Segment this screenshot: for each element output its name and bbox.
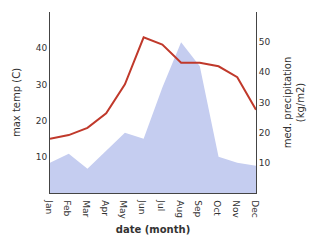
svg-text:10: 10 [259,158,271,168]
svg-text:20: 20 [36,116,48,126]
svg-text:med. precipitation(kg/m2): med. precipitation(kg/m2) [282,57,306,149]
svg-text:date (month): date (month) [116,224,190,235]
svg-text:Dec: Dec [250,200,260,217]
svg-text:Jul: Jul [156,199,166,211]
svg-text:Nov: Nov [231,200,241,218]
svg-text:Jun: Jun [137,199,147,214]
svg-text:May: May [118,200,128,219]
svg-text:Jan: Jan [44,199,54,214]
svg-text:30: 30 [259,98,271,108]
svg-text:10: 10 [36,152,48,162]
svg-text:30: 30 [36,80,48,90]
svg-text:50: 50 [259,37,271,47]
svg-text:max temp (C): max temp (C) [11,68,22,137]
svg-text:Mar: Mar [81,200,91,217]
svg-text:20: 20 [259,128,271,138]
svg-text:40: 40 [259,67,271,77]
svg-text:40: 40 [36,43,48,53]
svg-text:Oct: Oct [212,200,222,216]
svg-text:Sep: Sep [193,200,203,217]
svg-text:Feb: Feb [62,200,72,216]
svg-text:Aug: Aug [175,200,185,218]
svg-text:Apr: Apr [100,200,110,216]
